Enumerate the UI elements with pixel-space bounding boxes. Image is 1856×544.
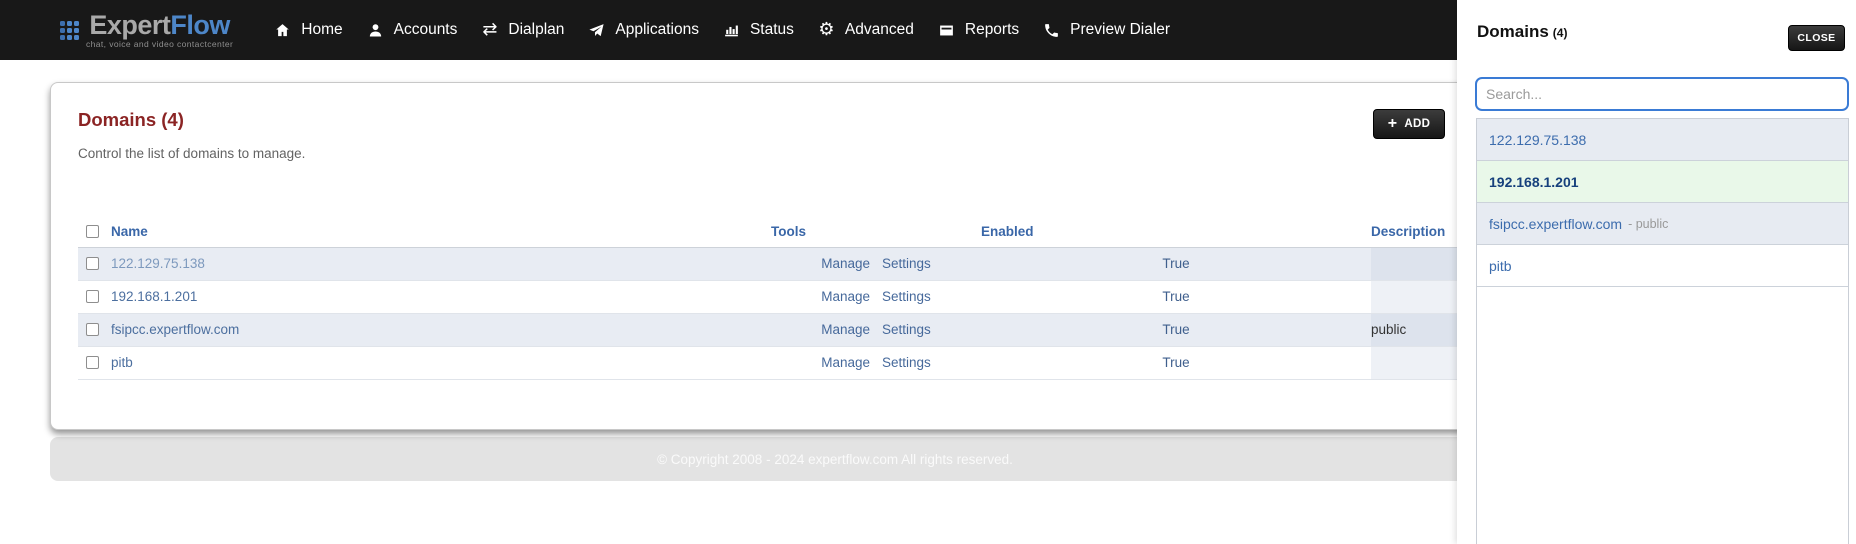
enabled-value: True xyxy=(1162,322,1190,337)
settings-link[interactable]: Settings xyxy=(882,289,931,304)
description-value: public xyxy=(1371,322,1407,337)
enabled-value: True xyxy=(1162,355,1190,370)
domain-list-item[interactable]: pitb xyxy=(1477,245,1848,287)
accounts-icon xyxy=(366,21,385,40)
settings-link[interactable]: Settings xyxy=(882,322,931,337)
row-checkbox[interactable] xyxy=(86,290,99,303)
nav-item-reports[interactable]: Reports xyxy=(937,21,1019,40)
main-nav: Home Accounts ⇄ Dialplan Applications Status ⚙… xyxy=(273,21,1170,40)
table-row: 192.168.1.201 Manage Settings True xyxy=(78,280,1594,314)
dialplan-icon: ⇄ xyxy=(482,19,498,40)
column-header-name[interactable]: Name xyxy=(111,216,771,248)
row-checkbox[interactable] xyxy=(86,323,99,336)
page-subtitle: Control the list of domains to manage. xyxy=(78,146,306,161)
domain-name-link[interactable]: 192.168.1.201 xyxy=(111,289,198,304)
domain-list-item-label: fsipcc.expertflow.com xyxy=(1489,215,1623,232)
domains-card: Domains (4) Control the list of domains … xyxy=(50,82,1620,430)
column-header-tools[interactable]: Tools xyxy=(771,216,981,248)
brand-logo[interactable]: ExpertFlow chat, voice and video contact… xyxy=(60,9,234,49)
nav-item-label: Home xyxy=(301,21,343,38)
advanced-icon: ⚙ xyxy=(818,19,835,40)
manage-link[interactable]: Manage xyxy=(821,355,870,370)
select-all-checkbox[interactable] xyxy=(86,224,99,238)
reports-icon xyxy=(937,21,956,40)
domain-name-link[interactable]: pitb xyxy=(111,355,133,370)
domains-drawer: Domains(4) CLOSE 122.129.75.138 192.168.1… xyxy=(1457,0,1856,544)
nav-item-advanced[interactable]: ⚙ Advanced xyxy=(817,21,914,40)
nav-item-applications[interactable]: Applications xyxy=(587,21,699,40)
add-button[interactable]: + ADD xyxy=(1373,109,1445,139)
domain-list-item[interactable]: 192.168.1.201 xyxy=(1477,161,1848,203)
enabled-value: True xyxy=(1162,256,1190,271)
enabled-value: True xyxy=(1162,289,1190,304)
home-icon xyxy=(273,21,292,40)
close-button[interactable]: CLOSE xyxy=(1788,25,1845,51)
nav-item-label: Preview Dialer xyxy=(1070,21,1171,38)
nav-item-label: Applications xyxy=(615,21,699,38)
status-icon xyxy=(722,21,741,40)
search-input[interactable] xyxy=(1475,77,1849,111)
applications-icon xyxy=(587,21,606,40)
nav-item-accounts[interactable]: Accounts xyxy=(366,21,458,40)
domain-list-item-suffix: - public xyxy=(1628,216,1669,231)
brand-tagline: chat, voice and video contactcenter xyxy=(86,38,234,49)
domains-table: Name Tools Enabled Description 122.129.75.1… xyxy=(78,216,1594,380)
settings-link[interactable]: Settings xyxy=(882,256,931,271)
row-checkbox[interactable] xyxy=(86,257,99,270)
domain-list-item[interactable]: 122.129.75.138 xyxy=(1477,119,1848,161)
table-row: pitb Manage Settings True xyxy=(78,346,1594,380)
phone-icon xyxy=(1042,21,1061,40)
domain-list-item-label: pitb xyxy=(1489,257,1512,274)
nav-item-label: Accounts xyxy=(393,21,458,38)
column-header-enabled[interactable]: Enabled xyxy=(981,216,1371,248)
settings-link[interactable]: Settings xyxy=(882,355,931,370)
page-title: Domains (4) xyxy=(78,109,184,130)
nav-item-preview-dialer[interactable]: Preview Dialer xyxy=(1042,21,1170,40)
nav-item-label: Dialplan xyxy=(508,21,565,38)
table-row: fsipcc.expertflow.com Manage Settings True p… xyxy=(78,313,1594,347)
domain-list-item-label: 122.129.75.138 xyxy=(1489,131,1587,148)
copyright-footer: © Copyright 2008 - 2024 expertflow.com A… xyxy=(50,437,1620,481)
domain-list: 122.129.75.138 192.168.1.201 fsipcc.expert… xyxy=(1476,118,1849,544)
manage-link[interactable]: Manage xyxy=(821,256,870,271)
row-checkbox[interactable] xyxy=(86,356,99,369)
copyright-text: © Copyright 2008 - 2024 expertflow.com A… xyxy=(657,451,1013,467)
domain-name-link[interactable]: 122.129.75.138 xyxy=(111,256,205,271)
domain-list-item[interactable]: fsipcc.expertflow.com - public xyxy=(1477,203,1848,245)
manage-link[interactable]: Manage xyxy=(821,289,870,304)
domain-list-item-label: 192.168.1.201 xyxy=(1489,173,1579,190)
brand-logo-icon xyxy=(60,20,79,40)
nav-item-label: Reports xyxy=(964,21,1020,38)
domain-name-link[interactable]: fsipcc.expertflow.com xyxy=(111,322,240,337)
table-header-row: Name Tools Enabled Description xyxy=(78,216,1594,248)
nav-item-label: Status xyxy=(749,21,794,38)
nav-item-home[interactable]: Home xyxy=(273,21,343,40)
nav-item-label: Advanced xyxy=(844,21,914,38)
plus-icon: + xyxy=(1387,115,1398,132)
drawer-title: Domains (4) xyxy=(1477,22,1568,41)
manage-link[interactable]: Manage xyxy=(821,322,870,337)
nav-item-dialplan[interactable]: ⇄ Dialplan xyxy=(480,21,564,40)
table-row: 122.129.75.138 Manage Settings True xyxy=(78,247,1594,281)
brand-name: ExpertFlow xyxy=(89,9,230,40)
nav-item-status[interactable]: Status xyxy=(722,21,794,40)
drawer-count: (4) xyxy=(1552,26,1568,40)
